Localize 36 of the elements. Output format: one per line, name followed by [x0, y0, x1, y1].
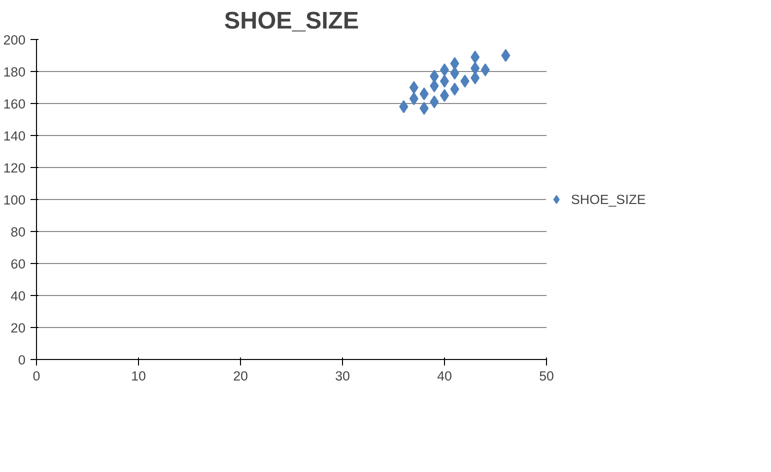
point [470, 62, 480, 75]
y-tick-label: 60 [10, 256, 26, 272]
point [399, 100, 408, 114]
point [460, 74, 470, 88]
point [470, 50, 480, 64]
y-tick-label: 40 [10, 288, 26, 304]
point [450, 82, 460, 96]
point [450, 66, 460, 80]
point [450, 57, 460, 70]
x-tick-label: 30 [335, 368, 350, 384]
point [420, 102, 429, 115]
legend-label: SHOE_SIZE [571, 192, 646, 206]
point [480, 63, 490, 76]
point [430, 79, 439, 92]
point [501, 49, 510, 62]
y-tick-label: 0 [18, 352, 26, 368]
point [430, 70, 439, 83]
x-tick-label: 10 [131, 368, 146, 384]
chart-title: SHOE_SIZE [224, 8, 359, 34]
point [409, 81, 418, 94]
y-tick-label: 20 [10, 320, 26, 336]
x-tick-label: 0 [32, 368, 40, 384]
point [470, 71, 480, 84]
point [409, 92, 418, 106]
y-tick-label: 120 [3, 160, 26, 176]
point [430, 95, 439, 108]
x-tick-label: 20 [233, 368, 248, 384]
point [420, 87, 429, 100]
y-tick-label: 100 [3, 192, 26, 208]
x-tick-label: 40 [437, 368, 452, 384]
y-tick-label: 80 [10, 224, 26, 240]
x-tick-label: 50 [539, 368, 554, 384]
y-tick-label: 200 [3, 32, 26, 48]
y-tick-label: 140 [3, 128, 26, 144]
y-tick-label: 180 [3, 64, 26, 80]
y-tick-label: 160 [3, 96, 26, 112]
